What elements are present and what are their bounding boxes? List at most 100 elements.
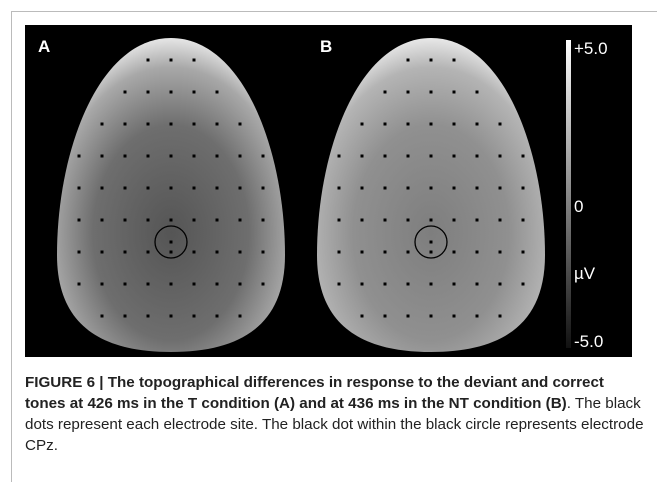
electrode-dot <box>406 58 410 62</box>
electrode-dot <box>521 282 525 286</box>
electrode-dot <box>238 218 242 222</box>
electrode-dot <box>169 282 173 286</box>
electrode-dot <box>261 186 265 190</box>
electrode-dot <box>383 250 387 254</box>
electrode-dot <box>383 90 387 94</box>
electrode-dot <box>169 314 173 318</box>
electrode-dot <box>406 186 410 190</box>
electrode-dot <box>192 90 196 94</box>
electrode-dot <box>498 250 502 254</box>
electrode-dot <box>215 218 219 222</box>
electrode-dot <box>77 282 81 286</box>
figure: A B +5.0 0 µV -5.0 <box>25 25 632 357</box>
electrode-dot <box>475 90 479 94</box>
electrode-dot <box>100 250 104 254</box>
electrode-dot <box>498 154 502 158</box>
electrode-dot <box>146 186 150 190</box>
colorbar <box>566 40 571 348</box>
electrode-dot <box>360 122 364 126</box>
electrode-dot <box>383 122 387 126</box>
electrode-dot <box>146 314 150 318</box>
electrode-dot <box>123 282 127 286</box>
electrode-dot <box>261 250 265 254</box>
cpz-circle <box>154 225 188 259</box>
electrode-dot <box>238 186 242 190</box>
electrode-dot <box>238 122 242 126</box>
electrode-dot <box>169 90 173 94</box>
electrode-dot <box>261 282 265 286</box>
electrode-dot <box>452 282 456 286</box>
electrode-dot <box>429 250 433 254</box>
panel-label: A <box>38 37 50 56</box>
electrode-dot <box>429 282 433 286</box>
electrode-dot <box>360 218 364 222</box>
electrode-dot <box>452 314 456 318</box>
caption: FIGURE 6 | The topographical differences… <box>25 372 645 456</box>
electrode-dot <box>146 90 150 94</box>
electrode-dot <box>238 250 242 254</box>
electrode-dot <box>360 154 364 158</box>
electrode-dot <box>215 154 219 158</box>
electrode-dot <box>498 122 502 126</box>
electrode-dot <box>360 250 364 254</box>
electrode-dot <box>146 282 150 286</box>
electrode-dot <box>383 314 387 318</box>
electrode-dot <box>192 282 196 286</box>
electrode-dot <box>215 90 219 94</box>
electrode-dot <box>406 90 410 94</box>
electrode-dot <box>498 282 502 286</box>
electrode-dot <box>169 154 173 158</box>
electrode-dot <box>429 58 433 62</box>
electrode-dot <box>146 58 150 62</box>
electrode-dot <box>337 218 341 222</box>
electrode-dot <box>169 218 173 222</box>
electrode-dot <box>192 218 196 222</box>
electrode-dot <box>123 154 127 158</box>
electrode-dot <box>146 218 150 222</box>
electrode-dot <box>261 218 265 222</box>
electrode-dot <box>192 122 196 126</box>
electrode-dot <box>406 122 410 126</box>
caption-bold: FIGURE 6 | The topographical differences… <box>25 374 604 412</box>
electrode-dot <box>192 154 196 158</box>
electrode-dot <box>475 250 479 254</box>
electrode-dot <box>337 186 341 190</box>
electrode-dot <box>360 314 364 318</box>
electrode-dot <box>337 282 341 286</box>
electrode-dot <box>475 154 479 158</box>
electrode-dot <box>77 250 81 254</box>
electrode-dot <box>383 154 387 158</box>
electrode-dot <box>77 218 81 222</box>
electrode-dot <box>452 154 456 158</box>
electrode-dot <box>429 122 433 126</box>
electrode-dot <box>383 282 387 286</box>
caption-text: . The black dots represent each electrod… <box>25 395 644 454</box>
electrode-dot <box>521 186 525 190</box>
electrode-dot <box>100 314 104 318</box>
electrode-dot <box>360 186 364 190</box>
electrode-dot <box>406 218 410 222</box>
colorbar-label: 0 <box>574 197 583 216</box>
electrode-dot <box>429 154 433 158</box>
electrode-dot <box>406 314 410 318</box>
electrode-dot <box>475 122 479 126</box>
electrode-dot <box>169 58 173 62</box>
electrode-dot <box>100 218 104 222</box>
electrode-dot <box>429 90 433 94</box>
electrode-dot <box>498 186 502 190</box>
electrode-dot <box>100 122 104 126</box>
electrode-dot <box>452 58 456 62</box>
electrode-dot <box>429 186 433 190</box>
electrode-dot <box>360 282 364 286</box>
electrode-dot <box>215 122 219 126</box>
electrode-dot <box>452 250 456 254</box>
electrode-dot <box>215 282 219 286</box>
electrode-dot <box>383 218 387 222</box>
electrode-dot <box>452 122 456 126</box>
electrode-dot <box>123 90 127 94</box>
electrode-dot <box>429 314 433 318</box>
electrode-dot <box>406 250 410 254</box>
electrode-dot <box>215 186 219 190</box>
panel-label: B <box>320 37 332 56</box>
electrode-dot <box>146 250 150 254</box>
